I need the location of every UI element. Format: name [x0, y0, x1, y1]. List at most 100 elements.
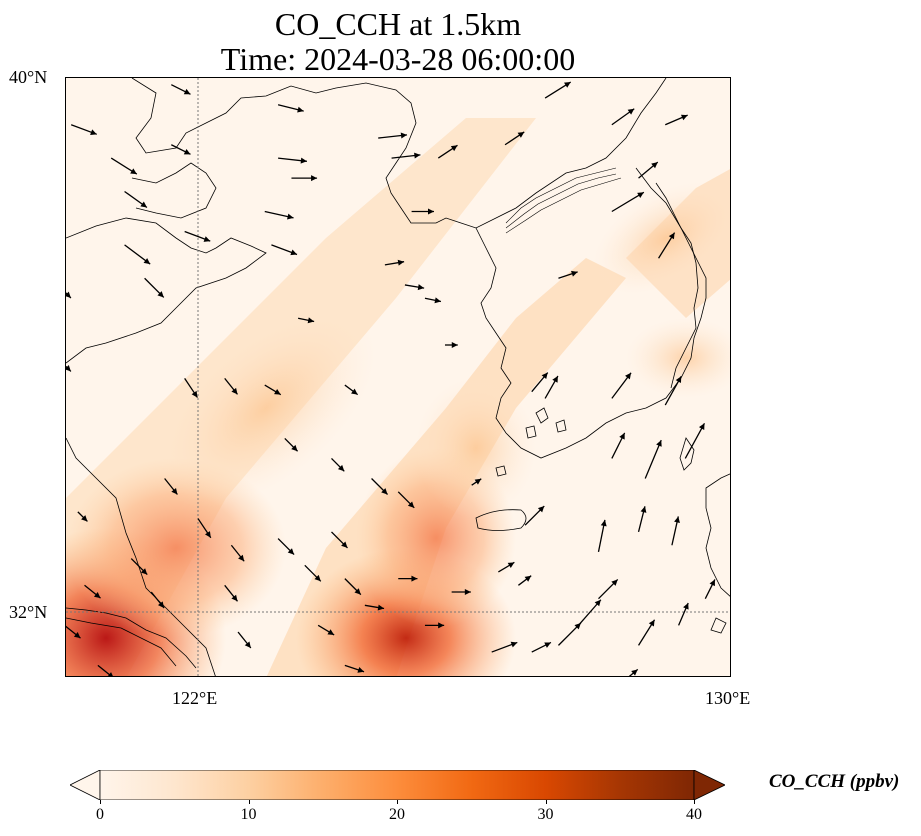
wind-arrow	[577, 599, 602, 626]
wind-arrow	[297, 317, 315, 324]
wind-arrow	[277, 104, 304, 113]
wind-arrow	[84, 584, 101, 599]
wind-arrow	[398, 575, 418, 582]
wind-arrow	[437, 144, 458, 159]
wind-arrow	[344, 384, 359, 396]
wind-arrow	[378, 132, 408, 139]
colorbar	[69, 769, 726, 801]
wind-arrow	[317, 624, 335, 636]
wind-arrow	[544, 375, 559, 399]
wind-arrow	[504, 131, 525, 146]
wind-arrow	[498, 561, 515, 573]
colorbar-tick-mark	[100, 800, 101, 804]
wind-arrow	[237, 631, 252, 649]
wind-arrow	[597, 519, 607, 553]
wind-arrow	[611, 372, 632, 399]
wind-arrow	[304, 564, 322, 582]
wind-arrow	[664, 114, 688, 126]
wind-arrow	[384, 259, 405, 266]
wind-arrow	[66, 291, 72, 299]
wind-arrow	[124, 244, 151, 265]
wind-arrow	[291, 175, 318, 182]
wind-arrow	[491, 641, 518, 653]
plot-title: CO_CCH at 1.5km	[274, 6, 522, 42]
wind-arrow	[224, 584, 239, 602]
wind-arrow	[344, 664, 365, 673]
colorbar-tick-mark	[248, 800, 250, 804]
wind-arrow	[531, 641, 552, 653]
colorbar-tick-mark	[694, 800, 695, 804]
wind-arrow	[471, 478, 482, 486]
concentration-field	[66, 118, 730, 676]
lat-tick-40n: 40°N	[9, 67, 48, 87]
wind-arrow	[331, 458, 345, 472]
wind-arrow	[171, 84, 191, 95]
wind-arrow	[278, 157, 307, 164]
wind-arrow	[637, 506, 647, 533]
colorbar-label: CO_CCH (ppbv)	[769, 771, 900, 792]
wind-arrow	[611, 191, 645, 213]
wind-arrow	[371, 478, 389, 495]
wind-arrow	[224, 377, 239, 395]
wind-arrow	[531, 372, 549, 393]
map-panel[interactable]	[65, 77, 731, 677]
wind-arrow	[598, 578, 619, 600]
coastlines	[66, 78, 730, 676]
colorbar-tick-label: 20	[389, 806, 405, 823]
wind-arrow	[658, 232, 676, 259]
wind-arrow	[411, 208, 434, 215]
wind-arrow	[424, 297, 442, 304]
wind-arrow	[678, 602, 689, 626]
wind-arrow	[451, 588, 471, 595]
lon-tick-122e: 122°E	[172, 688, 218, 708]
colorbar-tick-mark	[397, 800, 398, 804]
wind-arrow	[124, 190, 148, 209]
wind-arrow	[391, 152, 421, 159]
wind-arrow	[638, 161, 659, 179]
wind-arrow	[230, 544, 245, 562]
wind-arrow	[664, 375, 682, 406]
wind-arrow	[671, 516, 680, 546]
wind-arrow	[144, 277, 165, 298]
wind-arrow	[284, 437, 299, 452]
colorbar-extend-min	[69, 769, 101, 801]
wind-arrow	[277, 538, 295, 556]
wind-arrow	[611, 108, 635, 126]
wind-arrow	[97, 664, 113, 676]
wind-arrow	[628, 668, 639, 676]
wind-arrow	[197, 518, 212, 539]
wind-vectors	[66, 81, 716, 676]
wind-arrow	[264, 384, 282, 396]
wind-arrow	[644, 439, 662, 479]
wind-arrow	[611, 432, 626, 459]
colorbar-tick-label: 40	[686, 806, 702, 823]
wind-arrow	[557, 622, 582, 646]
lat-tick-32n: 32°N	[9, 602, 48, 622]
wind-arrow	[404, 284, 425, 291]
wind-arrow	[184, 378, 198, 398]
wind-arrow	[524, 505, 545, 526]
wind-arrow	[264, 210, 294, 220]
colorbar-tick-mark	[545, 800, 547, 804]
wind-arrow	[110, 157, 138, 175]
wind-arrow	[397, 491, 415, 509]
wind-arrow	[150, 591, 165, 609]
colorbar-svg	[69, 769, 726, 801]
wind-arrow	[704, 579, 716, 599]
wind-arrow	[331, 531, 348, 549]
wind-arrow	[70, 124, 98, 136]
colorbar-tick-label: 0	[96, 806, 104, 823]
wind-arrow	[558, 270, 578, 279]
plot-subtitle-time: Time: 2024-03-28 06:00:00	[220, 41, 576, 77]
wind-arrow	[544, 81, 572, 99]
wind-arrow	[66, 625, 81, 639]
map-canvas	[66, 78, 730, 676]
wind-arrow	[684, 422, 706, 459]
colorbar-body	[99, 769, 695, 801]
wind-arrow	[518, 575, 532, 586]
colorbar-tick-label: 30	[537, 806, 554, 823]
wind-arrow	[424, 622, 445, 629]
wind-arrow	[444, 342, 458, 348]
gridlines	[66, 78, 730, 676]
wind-arrow	[66, 365, 72, 372]
